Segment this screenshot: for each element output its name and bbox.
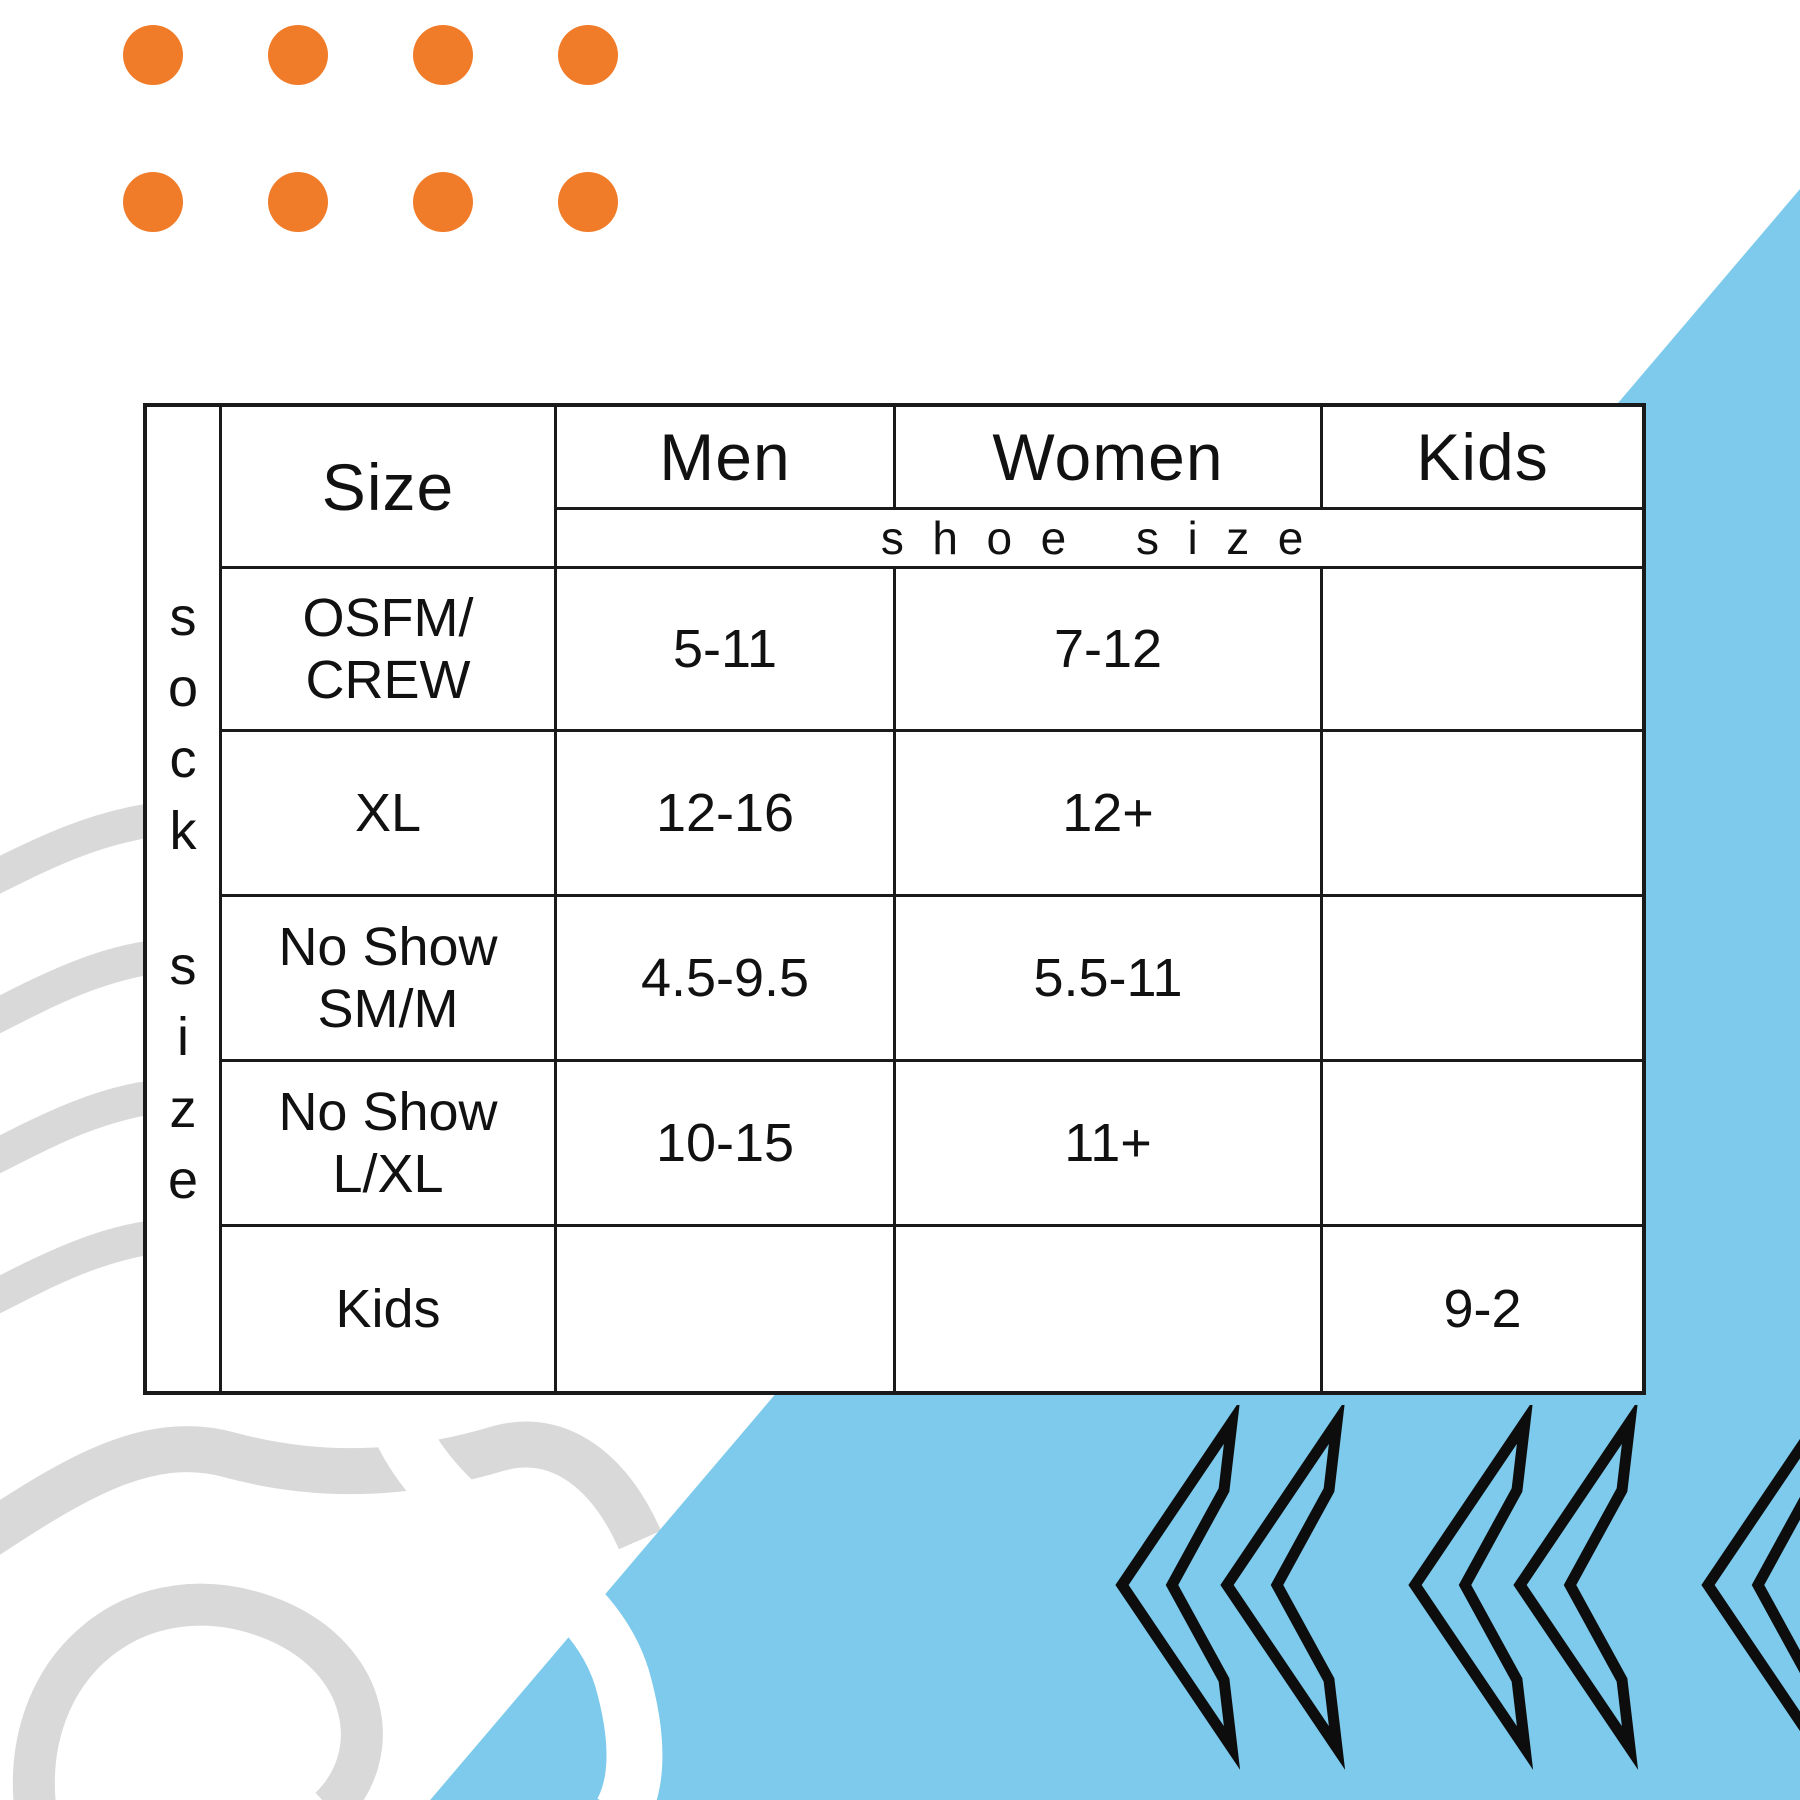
table-cell-women: 7-12 xyxy=(896,569,1320,729)
table-row-size-label: XL xyxy=(222,732,554,894)
table-cell-kids: 9-2 xyxy=(1323,1227,1642,1391)
table-cell-women: 5.5-11 xyxy=(896,897,1320,1059)
table-row-size-label: OSFM/ CREW xyxy=(222,569,554,729)
triple-left-chevrons-icon xyxy=(1115,1405,1800,1770)
table-row-size-label: No Show L/XL xyxy=(222,1062,554,1224)
table-cell-kids xyxy=(1323,569,1642,729)
table-cell-men: 5-11 xyxy=(557,569,893,729)
column-header-size: Size xyxy=(222,407,554,566)
table-cell-kids xyxy=(1323,897,1642,1059)
table-row-size-label: No Show SM/M xyxy=(222,897,554,1059)
table-cell-kids xyxy=(1323,1062,1642,1224)
table-cell-men: 12-16 xyxy=(557,732,893,894)
table-cell-women: 12+ xyxy=(896,732,1320,894)
table-cell-women: 11+ xyxy=(896,1062,1320,1224)
table-cell-men xyxy=(557,1227,893,1391)
orange-dot-grid-icon xyxy=(123,25,618,232)
table-row-size-label: Kids xyxy=(222,1227,554,1391)
column-header-men: Men xyxy=(557,407,893,507)
column-header-kids: Kids xyxy=(1323,407,1642,507)
column-header-women: Women xyxy=(896,407,1320,507)
table-cell-men: 10-15 xyxy=(557,1062,893,1224)
column-group-header-shoe-size: shoe size xyxy=(557,510,1642,566)
table-cell-men: 4.5-9.5 xyxy=(557,897,893,1059)
table-cell-kids xyxy=(1323,732,1642,894)
table-cell-women xyxy=(896,1227,1320,1391)
